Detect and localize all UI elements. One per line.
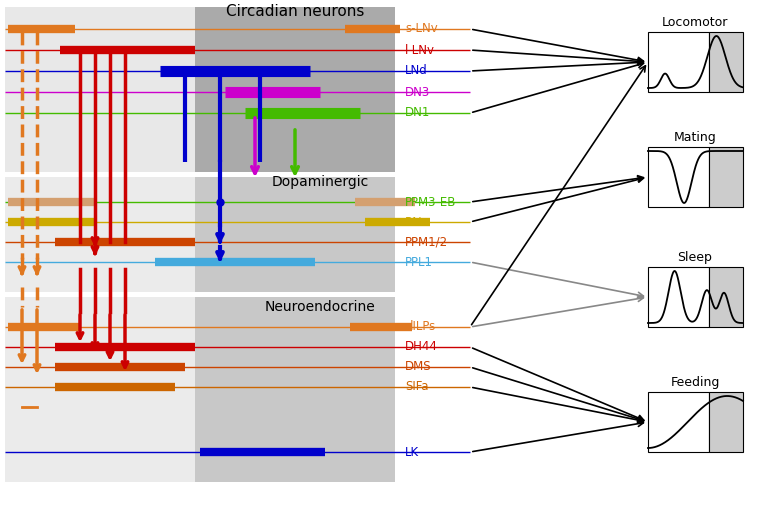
Text: Dopaminergic: Dopaminergic: [271, 175, 369, 189]
Text: LK: LK: [405, 446, 419, 458]
Bar: [195, 297, 395, 482]
Text: dILPs: dILPs: [405, 320, 435, 334]
Bar: [709, 147, 743, 207]
Text: PAL: PAL: [405, 215, 426, 229]
Bar: [709, 392, 743, 452]
Bar: [648, 32, 709, 92]
Text: Mating: Mating: [673, 131, 717, 144]
Text: Sleep: Sleep: [678, 251, 712, 264]
Bar: [5, 297, 395, 482]
Text: PPM1/2: PPM1/2: [405, 235, 448, 248]
Text: DH44: DH44: [405, 341, 438, 353]
Text: Locomotor: Locomotor: [662, 16, 728, 29]
Bar: [5, 7, 395, 172]
Text: s-LNv: s-LNv: [405, 22, 438, 35]
Text: PPL1: PPL1: [405, 256, 433, 269]
Text: DMS: DMS: [405, 360, 432, 374]
Text: Circadian neurons: Circadian neurons: [226, 4, 364, 19]
Text: LNd: LNd: [405, 64, 428, 78]
Text: SIFa: SIFa: [405, 380, 429, 393]
Bar: [648, 147, 709, 207]
Text: Neuroendocrine: Neuroendocrine: [264, 300, 375, 314]
Text: l-LNv: l-LNv: [405, 44, 435, 56]
Text: Feeding: Feeding: [670, 376, 720, 389]
Text: PPM3-EB: PPM3-EB: [405, 196, 456, 208]
Bar: [195, 177, 395, 292]
Bar: [195, 7, 395, 172]
Bar: [5, 177, 395, 292]
Bar: [709, 32, 743, 92]
Bar: [648, 392, 709, 452]
Text: DN1: DN1: [405, 106, 430, 120]
Text: DN3: DN3: [405, 86, 430, 98]
Bar: [709, 267, 743, 327]
Bar: [648, 267, 709, 327]
